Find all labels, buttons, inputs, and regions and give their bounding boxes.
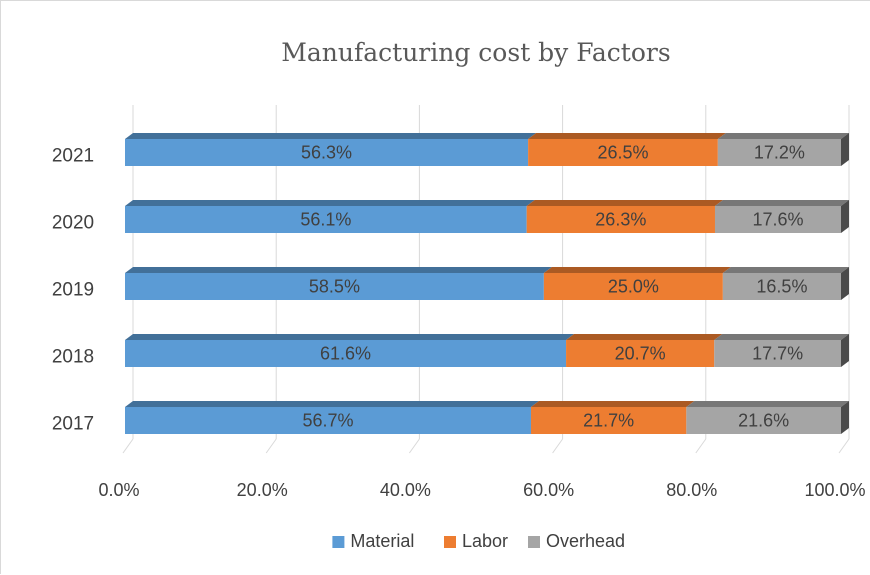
bar-top-labor bbox=[530, 401, 695, 407]
data-label: 25.0% bbox=[608, 277, 659, 297]
gridline-base bbox=[408, 438, 420, 454]
data-label: 56.3% bbox=[301, 143, 352, 163]
bar-top-material bbox=[125, 267, 552, 273]
legend-swatch-material bbox=[332, 536, 345, 548]
bar-top-overhead bbox=[714, 200, 849, 206]
x-axis-tick-labels: 0.0% 20.0% 40.0% 60.0% 80.0% 100.0% bbox=[98, 480, 865, 500]
data-label: 17.6% bbox=[752, 210, 803, 230]
x-tick-label: 60.0% bbox=[523, 480, 574, 500]
bar-labor-2021 bbox=[528, 139, 718, 166]
x-tick-label: 80.0% bbox=[666, 480, 717, 500]
gridline-base bbox=[265, 438, 277, 454]
bar-top-labor bbox=[543, 267, 731, 273]
bar-side bbox=[841, 267, 849, 300]
bars: 56.3% 26.5% 17.2% 56.1% 26.3% 17.6% 58.5% 25.0%… bbox=[125, 133, 849, 434]
category-label: 2017 bbox=[52, 414, 94, 435]
bar-top-overhead bbox=[722, 267, 849, 273]
bar-overhead-2020 bbox=[714, 206, 841, 233]
bar-material-2021 bbox=[125, 139, 529, 166]
legend-swatch-overhead bbox=[528, 536, 540, 548]
bar-top-overhead bbox=[717, 133, 849, 139]
bar-side bbox=[841, 200, 849, 233]
gridline-base bbox=[695, 438, 707, 454]
data-label: 16.5% bbox=[756, 277, 807, 297]
data-label: 26.3% bbox=[595, 210, 646, 230]
bar-top-labor bbox=[526, 200, 723, 206]
x-tick-label: 100.0% bbox=[804, 480, 865, 500]
bar-material-2020 bbox=[125, 206, 527, 233]
bar-top-labor bbox=[528, 133, 726, 139]
x-tick-label: 40.0% bbox=[380, 480, 431, 500]
category-label: 2018 bbox=[52, 347, 94, 368]
bar-top-material bbox=[125, 133, 537, 139]
bar-top-material bbox=[125, 401, 539, 407]
category-labels: 2021 2020 2019 2018 2017 bbox=[52, 146, 94, 435]
x-tick-label: 20.0% bbox=[237, 480, 288, 500]
bar-labor-2017 bbox=[530, 407, 687, 434]
bar-top-overhead bbox=[686, 401, 849, 407]
bar-labor-2020 bbox=[526, 206, 715, 233]
gridline-base bbox=[122, 438, 134, 454]
category-label: 2021 bbox=[52, 146, 94, 167]
data-label: 17.2% bbox=[754, 143, 805, 163]
data-label: 17.7% bbox=[752, 344, 803, 364]
bar-overhead-2017 bbox=[686, 407, 841, 434]
bar-top-material bbox=[125, 200, 535, 206]
legend-label-material: Material bbox=[350, 531, 414, 551]
legend: Material Labor Overhead bbox=[332, 531, 625, 551]
data-label: 26.5% bbox=[597, 143, 648, 163]
data-label: 58.5% bbox=[309, 277, 360, 297]
legend-swatch-labor bbox=[444, 536, 456, 548]
data-label: 56.1% bbox=[300, 210, 351, 230]
legend-label-labor: Labor bbox=[462, 531, 508, 551]
category-label: 2019 bbox=[52, 280, 94, 301]
bar-material-2019 bbox=[125, 273, 544, 300]
legend-label-overhead: Overhead bbox=[546, 531, 625, 551]
data-label: 21.7% bbox=[583, 411, 634, 431]
bar-side bbox=[841, 334, 849, 367]
gridline-base bbox=[552, 438, 564, 454]
category-label: 2020 bbox=[52, 213, 94, 234]
bar-material-2017 bbox=[125, 407, 531, 434]
data-label: 20.7% bbox=[615, 344, 666, 364]
bar-top-labor bbox=[566, 334, 723, 340]
bar-overhead-2018 bbox=[714, 340, 841, 367]
data-label: 56.7% bbox=[302, 411, 353, 431]
x-tick-label: 0.0% bbox=[98, 480, 139, 500]
bar-top-overhead bbox=[714, 334, 849, 340]
data-label: 21.6% bbox=[738, 411, 789, 431]
bar-labor-2018 bbox=[566, 340, 715, 367]
data-label: 61.6% bbox=[320, 344, 371, 364]
gridline-base bbox=[838, 438, 850, 454]
bar-material-2018 bbox=[125, 340, 567, 367]
bar-overhead-2021 bbox=[717, 139, 841, 166]
chart-title: Manufacturing cost by Factors bbox=[281, 38, 670, 67]
bar-side bbox=[841, 401, 849, 434]
bar-labor-2019 bbox=[543, 273, 723, 300]
bar-overhead-2019 bbox=[722, 273, 841, 300]
bar-top-material bbox=[125, 334, 575, 340]
bar-side bbox=[841, 133, 849, 166]
